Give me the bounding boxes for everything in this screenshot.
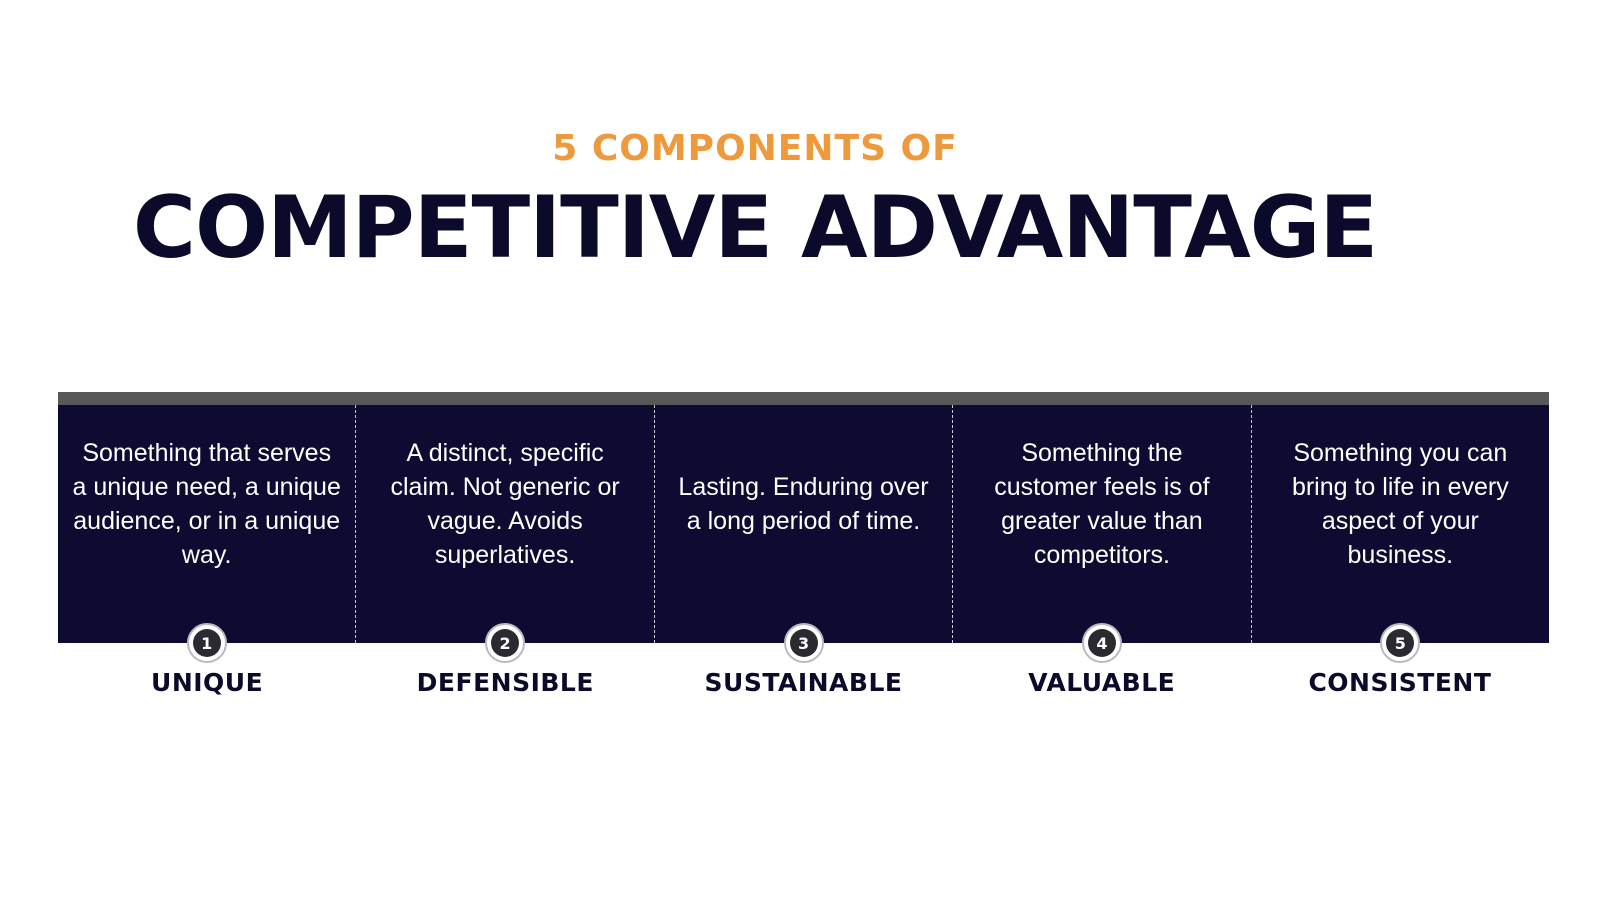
component-description: A distinct, specific claim. Not generic …	[390, 439, 620, 569]
component-description: Something you can bring to life in every…	[1291, 439, 1509, 569]
component-description: Something that serves a unique need, a u…	[72, 439, 341, 569]
component-description: Something the customer feels is of great…	[994, 439, 1210, 569]
component-label-valuable: VALUABLE	[1028, 668, 1176, 697]
component-panel-valuable: Something the customer feels is of great…	[953, 405, 1252, 663]
number-1-icon: 1	[192, 629, 221, 657]
number-badge: 3	[783, 623, 824, 663]
subtitle: 5 COMPONENTS OF	[552, 128, 958, 169]
components-banner: Something that serves a unique need, a u…	[58, 392, 1549, 663]
number-badge: 4	[1081, 623, 1122, 663]
page-title: COMPETITIVE ADVANTAGE	[132, 178, 1378, 278]
number-2-icon: 2	[491, 629, 520, 657]
component-label-unique: UNIQUE	[151, 668, 264, 697]
component-panel-defensible: A distinct, specific claim. Not generic …	[356, 405, 655, 663]
number-5-icon: 5	[1386, 629, 1415, 657]
component-description: Lasting. Enduring over a long period of …	[678, 473, 929, 535]
number-badge: 5	[1380, 623, 1421, 663]
component-label-sustainable: SUSTAINABLE	[704, 668, 903, 697]
component-panel-consistent: Something you can bring to life in every…	[1252, 405, 1549, 663]
component-panel-sustainable: Lasting. Enduring over a long period of …	[655, 405, 954, 663]
component-label-defensible: DEFENSIBLE	[416, 668, 594, 697]
number-4-icon: 4	[1087, 629, 1116, 657]
component-panel-unique: Something that serves a unique need, a u…	[58, 405, 357, 663]
number-badge: 2	[485, 623, 526, 663]
number-badge: 1	[186, 623, 227, 663]
number-3-icon: 3	[789, 629, 818, 657]
component-labels: UNIQUE DEFENSIBLE SUSTAINABLE VALUABLE C…	[58, 668, 1549, 697]
component-label-consistent: CONSISTENT	[1308, 668, 1492, 697]
